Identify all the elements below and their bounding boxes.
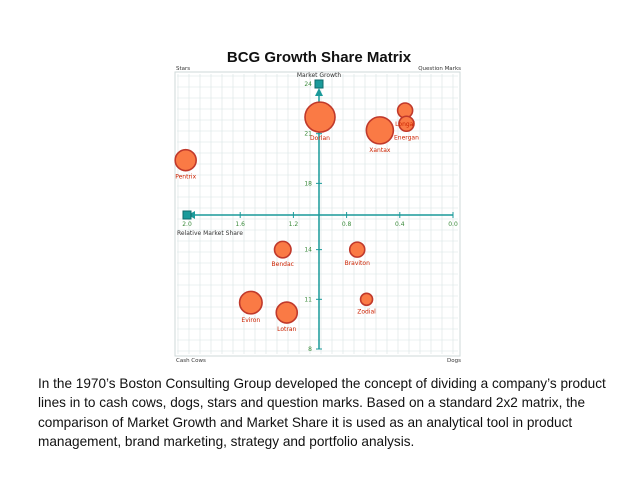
bubble-label: Bendac bbox=[272, 261, 294, 268]
x-tick-label: 0.4 bbox=[395, 221, 405, 228]
caption-paragraph: In the 1970’s Boston Consulting Group de… bbox=[38, 376, 606, 449]
bubble-xantax bbox=[365, 116, 395, 145]
y-axis-arrow-icon bbox=[315, 88, 323, 96]
y-tick-label: 18 bbox=[304, 180, 312, 187]
x-tick-label: 0.0 bbox=[448, 221, 458, 228]
bubble-label: Energan bbox=[394, 134, 419, 141]
bubble-label: Longal bbox=[395, 121, 415, 128]
bubble-bendac bbox=[273, 240, 292, 259]
quadrant-label-question-marks: Question Marks bbox=[418, 66, 461, 72]
bubble-label: Dorlan bbox=[310, 135, 330, 142]
x-tick-label: 1.6 bbox=[235, 221, 245, 228]
axes bbox=[182, 79, 454, 350]
y-tick-label: 11 bbox=[304, 296, 312, 303]
x-axis-title: Relative Market Share bbox=[177, 230, 243, 237]
bubble-dorlan bbox=[304, 101, 336, 133]
bubbles bbox=[174, 101, 415, 324]
bcg-matrix-chart: 0.0 0.4 0.8 1.2 1.6 2.0 8 11 14 18 21 24 Market Grow… bbox=[174, 66, 461, 364]
y-tick-label: 14 bbox=[304, 247, 312, 254]
bubble-pentrix bbox=[174, 148, 197, 172]
quadrant-label-cash-cows: Cash Cows bbox=[176, 358, 206, 364]
quadrant-label-stars: Stars bbox=[176, 66, 190, 72]
x-tick-label: 1.2 bbox=[289, 221, 299, 228]
bubble-zodial bbox=[359, 292, 374, 307]
bubble-label: Zodial bbox=[357, 308, 376, 315]
y-tick-label: 24 bbox=[304, 81, 312, 88]
bubble-lotran bbox=[275, 301, 299, 324]
labels: 0.0 0.4 0.8 1.2 1.6 2.0 8 11 14 18 21 24 Market Grow… bbox=[175, 66, 461, 364]
x-tick-label: 0.8 bbox=[342, 221, 352, 228]
bubble-label: Eviron bbox=[241, 317, 260, 324]
y-tick-label: 21 bbox=[304, 131, 312, 138]
y-tick-label: 8 bbox=[308, 346, 312, 353]
y-axis-title: Market Growth bbox=[297, 72, 341, 79]
quadrant-label-dogs: Dogs bbox=[447, 358, 461, 364]
bubble-label: Braviton bbox=[345, 260, 371, 267]
chart-title: BCG Growth Share Matrix bbox=[226, 49, 412, 66]
bubble-label: Xantax bbox=[369, 147, 391, 154]
bubble-eviron bbox=[238, 290, 263, 315]
bubble-label: Pentrix bbox=[175, 174, 196, 181]
bubble-label: Lotran bbox=[277, 326, 296, 333]
bubble-braviton bbox=[348, 241, 366, 258]
x-tick-label: 2.0 bbox=[182, 221, 192, 228]
bubble-energan bbox=[398, 115, 415, 133]
